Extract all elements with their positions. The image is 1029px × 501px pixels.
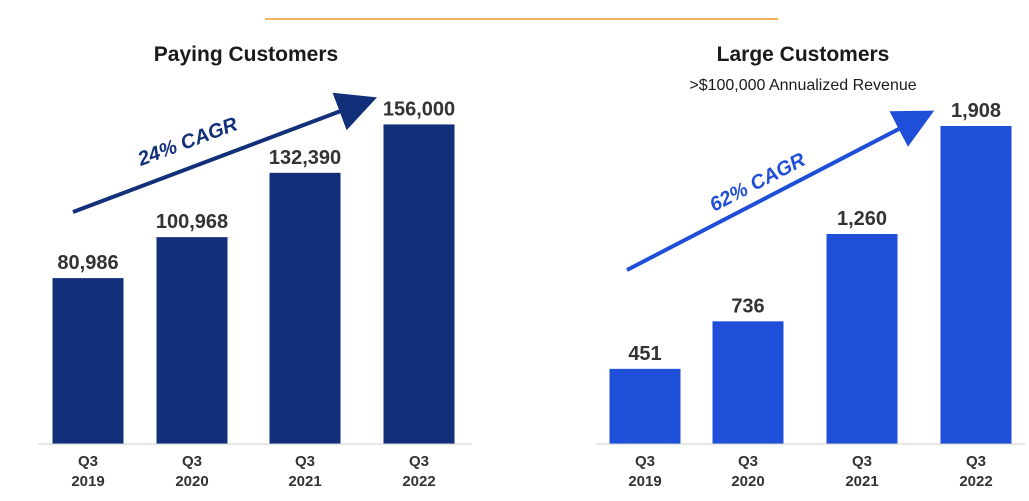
large-tick-label-0: Q3 2019: [628, 453, 661, 490]
large-bar-0: [609, 368, 681, 444]
paying-bar-1: [156, 237, 228, 444]
accent-divider-line: [265, 18, 778, 20]
large-cagr-arrow: [626, 110, 935, 272]
large-value-label-2: 1,260: [837, 208, 887, 230]
large-customers-subtitle: >$100,000 Annualized Revenue: [689, 77, 916, 94]
paying-tick-label-3: Q3 2022: [402, 453, 435, 490]
large-value-label-0: 451: [628, 343, 661, 365]
large-bar-3: [940, 126, 1012, 444]
large-bar-1: [712, 321, 784, 444]
paying-value-label-2: 132,390: [269, 147, 341, 169]
large-tick-label-1: Q3 2020: [731, 453, 764, 490]
large-value-label-1: 736: [731, 295, 764, 317]
paying-tick-label-1: Q3 2020: [175, 453, 208, 490]
large-tick-label-3: Q3 2022: [959, 453, 992, 490]
paying-value-label-0: 80,986: [57, 252, 118, 274]
paying-cagr-arrow: [72, 92, 377, 214]
large-customers-title: Large Customers: [717, 43, 890, 66]
paying-tick-label-0: Q3 2019: [71, 453, 104, 490]
large-tick-label-2: Q3 2021: [845, 453, 878, 490]
paying-tick-label-2: Q3 2021: [288, 453, 321, 490]
large-value-label-3: 1,908: [951, 100, 1001, 122]
paying-bar-0: [52, 278, 124, 444]
paying-customers-title: Paying Customers: [154, 43, 338, 66]
paying-cagr-label: 24% CAGR: [134, 113, 241, 171]
paying-value-label-1: 100,968: [156, 211, 228, 233]
paying-bar-3: [383, 124, 455, 444]
paying-bar-2: [269, 172, 341, 444]
large-bar-2: [826, 234, 898, 444]
paying-value-label-3: 156,000: [383, 98, 455, 120]
